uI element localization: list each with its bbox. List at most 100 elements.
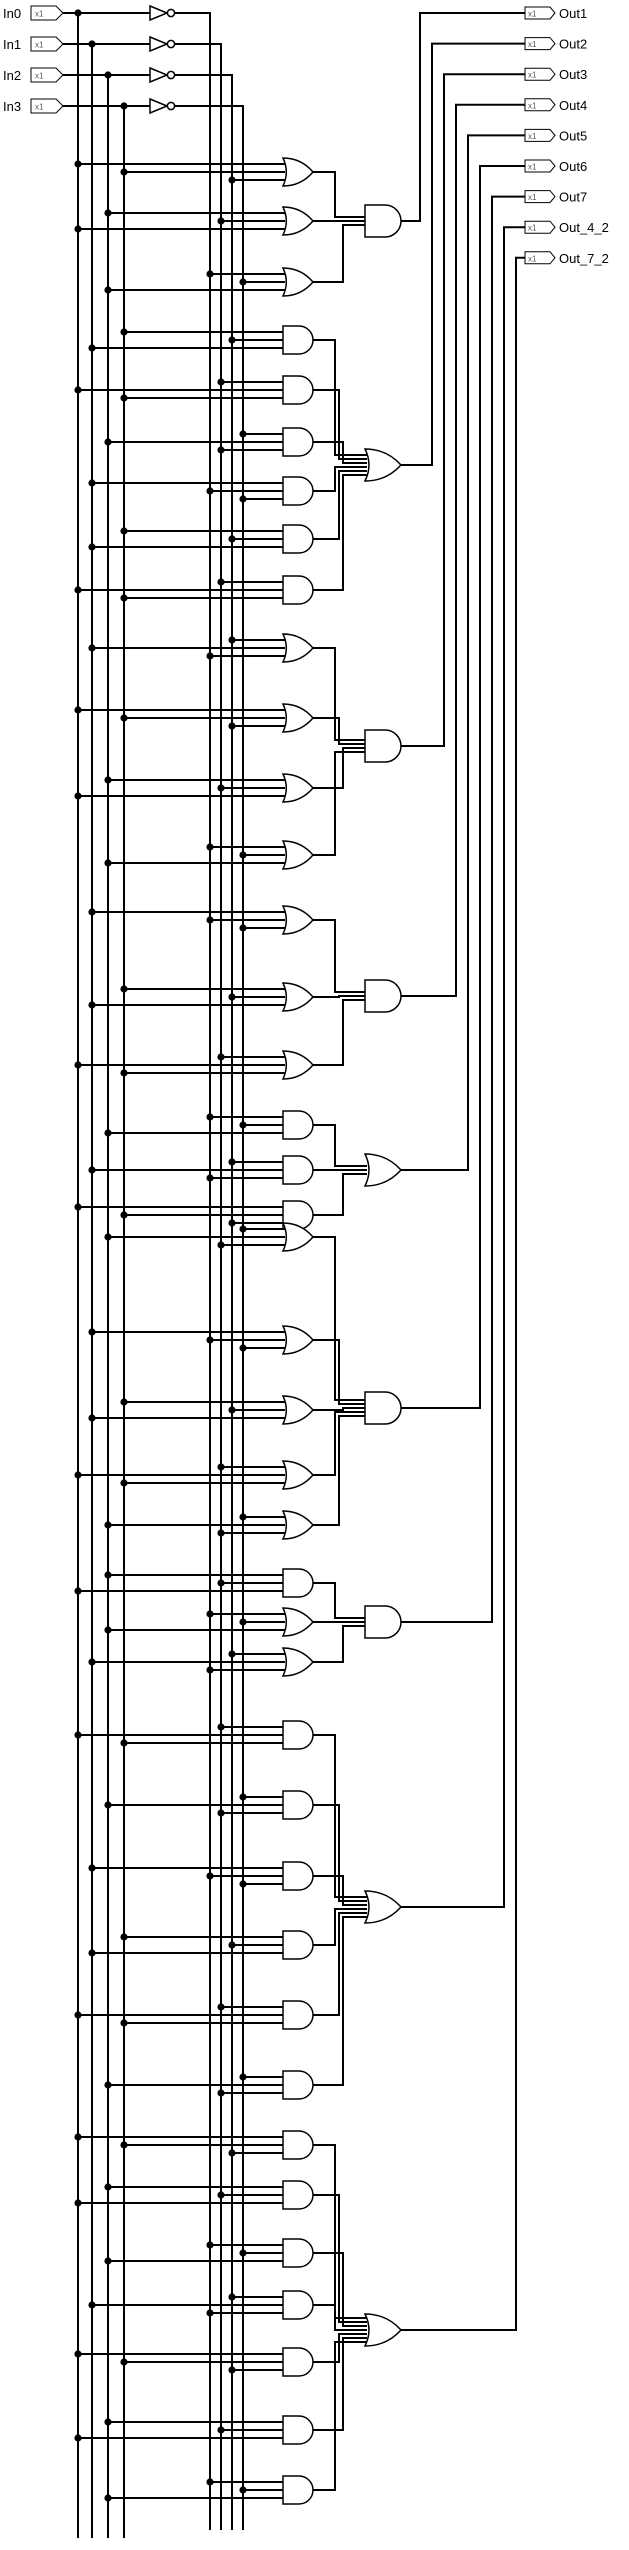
output-wire (401, 256, 525, 2331)
output-pin: x1 Out2 (524, 37, 587, 52)
junction-dot (104, 209, 112, 217)
input-pin-width-tag: x1 (35, 10, 44, 19)
junction-dot (104, 1233, 112, 1241)
junction-dot (217, 2191, 225, 2199)
junction-dot (88, 40, 96, 48)
junction-dot (228, 1406, 236, 1414)
input-pin: In1 x1 (3, 36, 64, 52)
and-gate (282, 1110, 314, 1140)
output-pin: x1 Out6 (524, 159, 587, 174)
gate-output-wire (313, 474, 367, 591)
gate-output-wire (313, 1734, 367, 1898)
gate-output-wire (313, 2333, 367, 2363)
output-pin-box (524, 37, 556, 51)
or-gate (281, 840, 314, 870)
junction-dot (88, 908, 96, 916)
and-gate (282, 2070, 314, 2100)
junction-dot (74, 225, 82, 233)
junction-dot (206, 1872, 214, 1880)
or-gate (281, 1607, 314, 1637)
gate-output-wire (313, 441, 367, 464)
output-pin-label: Out_4_2 (559, 220, 609, 235)
or-gate (281, 1395, 314, 1425)
junction-dot (120, 1069, 128, 1077)
junction-dot (217, 1579, 225, 1587)
output-pin-width-tag: x1 (528, 224, 537, 233)
output-wire (401, 12, 525, 222)
inverted-rail (175, 43, 222, 2530)
and-combiner-gate (364, 1605, 402, 1639)
input-pin-box (30, 67, 64, 83)
gate-output-wire (313, 1339, 367, 1405)
or-gate (281, 633, 314, 663)
gate-output-wire (313, 2337, 367, 2431)
junction-dot (239, 1225, 247, 1233)
junction-dot (88, 2301, 96, 2309)
input-pin: In0 x1 (3, 5, 64, 21)
junction-dot (120, 2019, 128, 2027)
junction-dot (228, 722, 236, 730)
output-pin-label: Out3 (559, 67, 587, 82)
junction-dot (206, 652, 214, 660)
not-gate-bubble (166, 39, 176, 49)
junction-dot (217, 1529, 225, 1537)
junction-dot (206, 2478, 214, 2486)
junction-dot (120, 102, 128, 110)
and-gate (282, 476, 314, 506)
junction-dot (217, 446, 225, 454)
not-gate (149, 66, 169, 84)
junction-dot (74, 2011, 82, 2019)
input-pin: In2 x1 (3, 67, 64, 83)
junction-dot (206, 1113, 214, 1121)
junction-dot (104, 2081, 112, 2089)
junction-dot (239, 1344, 247, 1352)
gate-output-wire (313, 1411, 367, 1476)
junction-dot (228, 1158, 236, 1166)
output-pin-box (524, 98, 556, 112)
output-wire (401, 165, 525, 1409)
and-combiner-gate (364, 1391, 402, 1425)
gate-output-wire (313, 1124, 367, 1167)
junction-dots (74, 9, 247, 2502)
junction-dot (217, 578, 225, 586)
junction-dot (217, 1241, 225, 1249)
junction-dot (74, 386, 82, 394)
and-gate (282, 524, 314, 554)
inverted-rail (175, 12, 211, 2530)
not-gate-bubble (166, 101, 176, 111)
junction-dot (239, 851, 247, 859)
junction-dot (228, 1941, 236, 1949)
junction-dot (228, 2149, 236, 2157)
input-pin: In3 x1 (3, 98, 64, 114)
gate-output-wire (313, 995, 367, 998)
junction-dot (120, 594, 128, 602)
junction-dot (239, 1880, 247, 1888)
output-pin-label: Out_7_2 (559, 251, 609, 266)
or-gate (281, 1325, 314, 1355)
gate-output-wire (313, 224, 367, 283)
junction-dot (88, 644, 96, 652)
junction-dot (104, 776, 112, 784)
and-gate (282, 375, 314, 405)
junction-dot (228, 1650, 236, 1658)
and-gate (282, 575, 314, 605)
and-gate (282, 2347, 314, 2377)
output-pin: x1 Out4 (524, 98, 587, 113)
junction-dot (239, 2073, 247, 2081)
and-gate (282, 2475, 314, 2505)
junction-dot (74, 2350, 82, 2358)
junction-dot (206, 2309, 214, 2317)
junction-dot (88, 1864, 96, 1872)
gate-output-wire (313, 999, 367, 1066)
output-pin-box (524, 67, 556, 81)
junction-dot (206, 270, 214, 278)
and-combiner-gate (364, 204, 402, 238)
output-pin-label: Out2 (559, 37, 587, 52)
output-pin: x1 Out_7_2 (524, 251, 609, 266)
junction-dot (206, 1610, 214, 1618)
gate-output-wire (313, 647, 367, 741)
junction-dot (74, 706, 82, 714)
junction-dot (74, 586, 82, 594)
junction-dot (74, 2199, 82, 2207)
